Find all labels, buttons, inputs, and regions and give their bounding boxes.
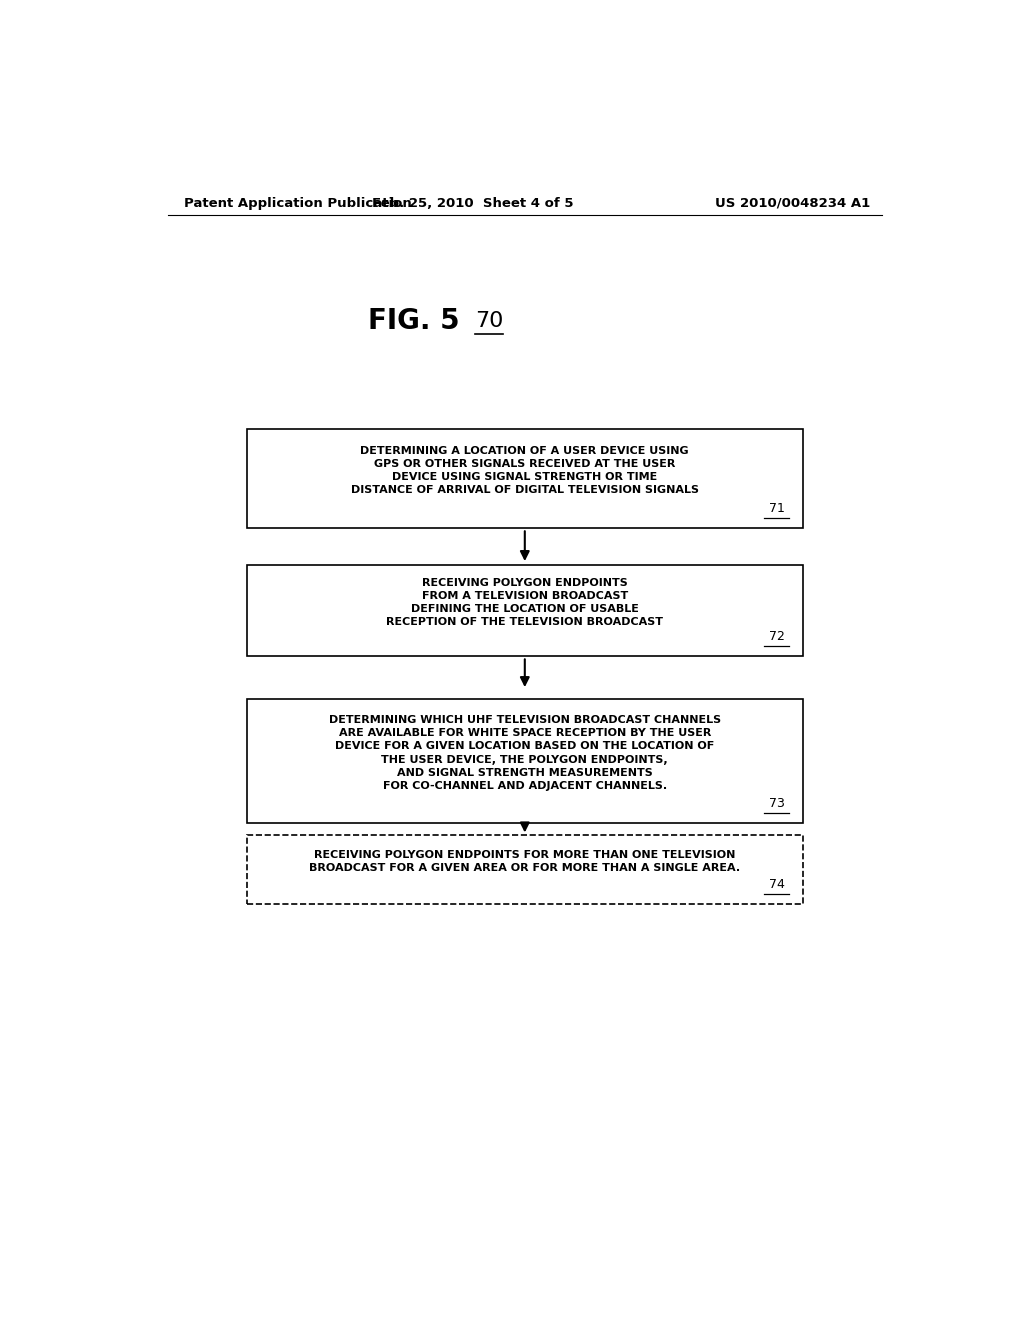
Text: FIG. 5: FIG. 5 [368,308,460,335]
Bar [247,429,803,528]
Text: RECEIVING POLYGON ENDPOINTS FOR MORE THAN ONE TELEVISION
BROADCAST FOR A GIVEN A: RECEIVING POLYGON ENDPOINTS FOR MORE THA… [309,850,740,874]
Bar [247,700,803,824]
Text: 70: 70 [475,312,503,331]
Text: 71: 71 [769,502,785,515]
Bar [247,565,803,656]
Text: RECEIVING POLYGON ENDPOINTS
FROM A TELEVISION BROADCAST
DEFINING THE LOCATION OF: RECEIVING POLYGON ENDPOINTS FROM A TELEV… [386,578,664,627]
Text: 72: 72 [769,630,785,643]
Text: US 2010/0048234 A1: US 2010/0048234 A1 [715,197,870,210]
Text: 73: 73 [769,797,785,810]
Text: DETERMINING WHICH UHF TELEVISION BROADCAST CHANNELS
ARE AVAILABLE FOR WHITE SPAC: DETERMINING WHICH UHF TELEVISION BROADCA… [329,715,721,791]
Text: DETERMINING A LOCATION OF A USER DEVICE USING
GPS OR OTHER SIGNALS RECEIVED AT T: DETERMINING A LOCATION OF A USER DEVICE … [351,446,698,495]
Text: Feb. 25, 2010  Sheet 4 of 5: Feb. 25, 2010 Sheet 4 of 5 [373,197,574,210]
Text: 74: 74 [769,878,785,891]
Bar [247,836,803,904]
Text: Patent Application Publication: Patent Application Publication [183,197,412,210]
